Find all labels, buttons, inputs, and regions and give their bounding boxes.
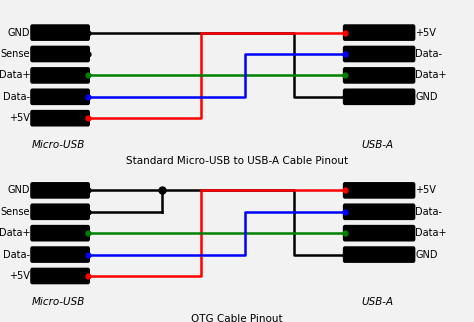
Text: Sense: Sense <box>1 207 30 217</box>
Text: Data-: Data- <box>415 49 442 59</box>
FancyBboxPatch shape <box>30 204 90 220</box>
Text: Data+: Data+ <box>0 228 30 238</box>
Text: +5V: +5V <box>415 185 436 195</box>
Text: Sense: Sense <box>1 49 30 59</box>
FancyBboxPatch shape <box>343 46 415 62</box>
FancyBboxPatch shape <box>30 89 90 105</box>
FancyBboxPatch shape <box>343 67 415 84</box>
Text: GND: GND <box>415 92 438 102</box>
Text: Data-: Data- <box>3 250 30 260</box>
Text: Data-: Data- <box>3 92 30 102</box>
FancyBboxPatch shape <box>30 182 90 199</box>
FancyBboxPatch shape <box>30 246 90 263</box>
Text: Standard Micro-USB to USB-A Cable Pinout: Standard Micro-USB to USB-A Cable Pinout <box>126 156 348 166</box>
FancyBboxPatch shape <box>343 204 415 220</box>
FancyBboxPatch shape <box>343 89 415 105</box>
Text: +5V: +5V <box>9 113 30 123</box>
Text: Data+: Data+ <box>0 71 30 80</box>
Text: Data-: Data- <box>415 207 442 217</box>
Text: GND: GND <box>8 185 30 195</box>
FancyBboxPatch shape <box>30 67 90 84</box>
FancyBboxPatch shape <box>343 24 415 41</box>
FancyBboxPatch shape <box>30 110 90 127</box>
Text: OTG Cable Pinout: OTG Cable Pinout <box>191 314 283 322</box>
FancyBboxPatch shape <box>30 268 90 284</box>
Text: USB-A: USB-A <box>361 298 393 308</box>
Text: Micro-USB: Micro-USB <box>32 140 85 150</box>
Text: Micro-USB: Micro-USB <box>32 298 85 308</box>
FancyBboxPatch shape <box>30 225 90 242</box>
Text: +5V: +5V <box>415 28 436 38</box>
FancyBboxPatch shape <box>343 246 415 263</box>
Text: Data+: Data+ <box>415 228 447 238</box>
Text: GND: GND <box>8 28 30 38</box>
FancyBboxPatch shape <box>30 24 90 41</box>
Text: USB-A: USB-A <box>361 140 393 150</box>
Text: GND: GND <box>415 250 438 260</box>
Text: Data+: Data+ <box>415 71 447 80</box>
FancyBboxPatch shape <box>30 46 90 62</box>
FancyBboxPatch shape <box>343 225 415 242</box>
FancyBboxPatch shape <box>343 182 415 199</box>
Text: +5V: +5V <box>9 271 30 281</box>
